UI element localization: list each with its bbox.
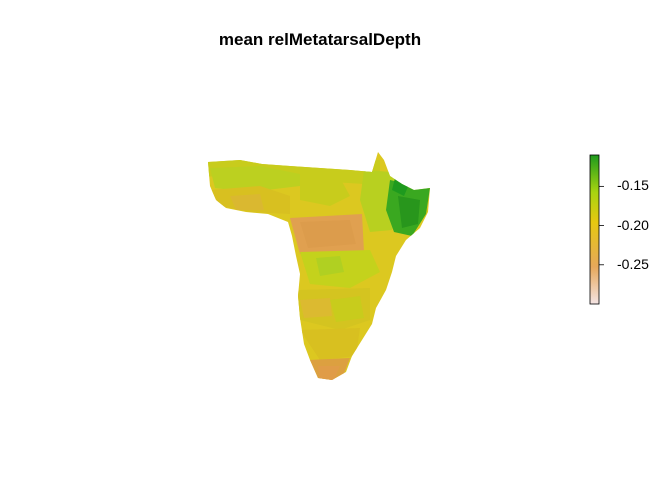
legend-ticks [599,185,604,266]
plot-title: mean relMetatarsalDepth [218,30,422,49]
legend-tick-label: -0.25 [617,255,649,272]
africa-region [208,152,430,380]
legend-tick-label: -0.20 [617,216,649,233]
legend-colorbar [589,154,600,305]
legend-tick-label: -0.15 [617,177,649,194]
